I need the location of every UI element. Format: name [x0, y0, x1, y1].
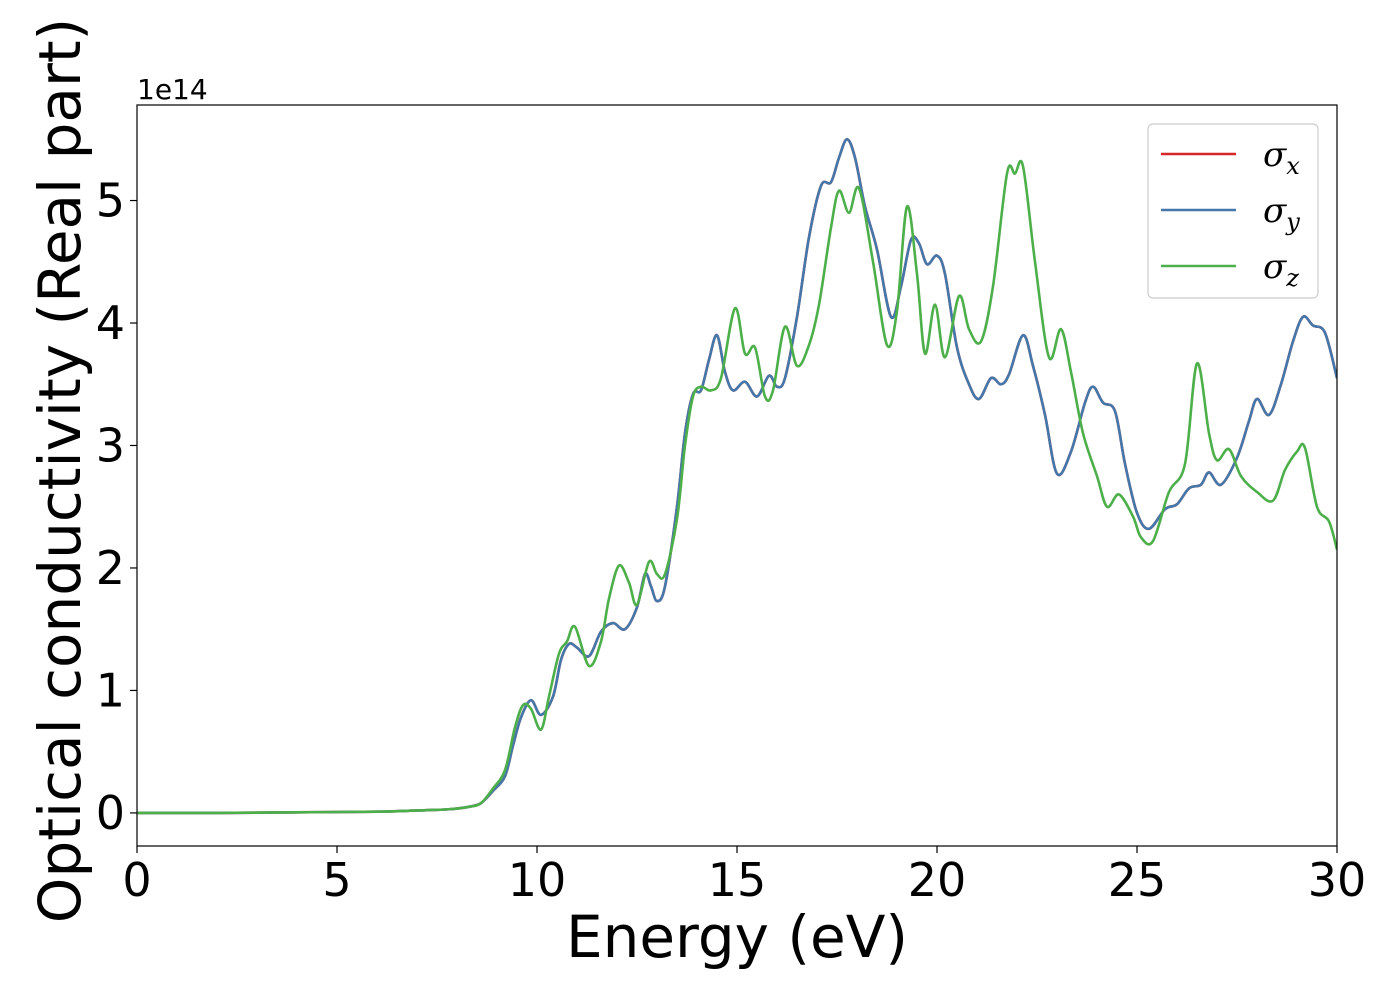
y-tick-label: 2	[96, 541, 125, 595]
y-offset-label: 1e14	[137, 73, 208, 106]
legend-symbol: σ	[1263, 191, 1287, 231]
legend-symbol: σ	[1263, 247, 1287, 287]
plot-area	[137, 137, 1337, 815]
legend-label-y: σy	[1263, 191, 1300, 236]
x-tick-label: 20	[908, 853, 967, 907]
y-tick-label: 5	[96, 174, 125, 228]
legend-subscript: x	[1286, 152, 1300, 180]
series-line-z	[137, 159, 1337, 815]
y-tick-label: 3	[96, 418, 125, 472]
x-tick-label: 30	[1308, 853, 1367, 907]
y-tick-label: 1	[96, 663, 125, 717]
x-axis: 0 5 10 15 20 25 30	[122, 846, 1366, 907]
x-tick-label: 15	[708, 853, 767, 907]
x-axis-title: Energy (eV)	[566, 903, 908, 971]
y-tick-label: 4	[96, 296, 125, 350]
x-tick-label: 25	[1108, 853, 1167, 907]
x-tick-label: 0	[122, 853, 151, 907]
y-tick-label: 0	[96, 786, 125, 840]
legend-label-z: σz	[1263, 247, 1299, 292]
legend-symbol: σ	[1263, 135, 1287, 175]
legend-subscript: z	[1285, 264, 1299, 292]
x-tick-label: 10	[508, 853, 567, 907]
series-line-y	[137, 137, 1337, 815]
legend-subscript: y	[1285, 208, 1300, 236]
y-axis: 0 1 2 3 4 5	[96, 174, 137, 840]
x-tick-label: 5	[322, 853, 351, 907]
y-axis-title: Optical conductivity (Real part)	[26, 18, 94, 923]
legend-label-x: σx	[1263, 135, 1300, 180]
